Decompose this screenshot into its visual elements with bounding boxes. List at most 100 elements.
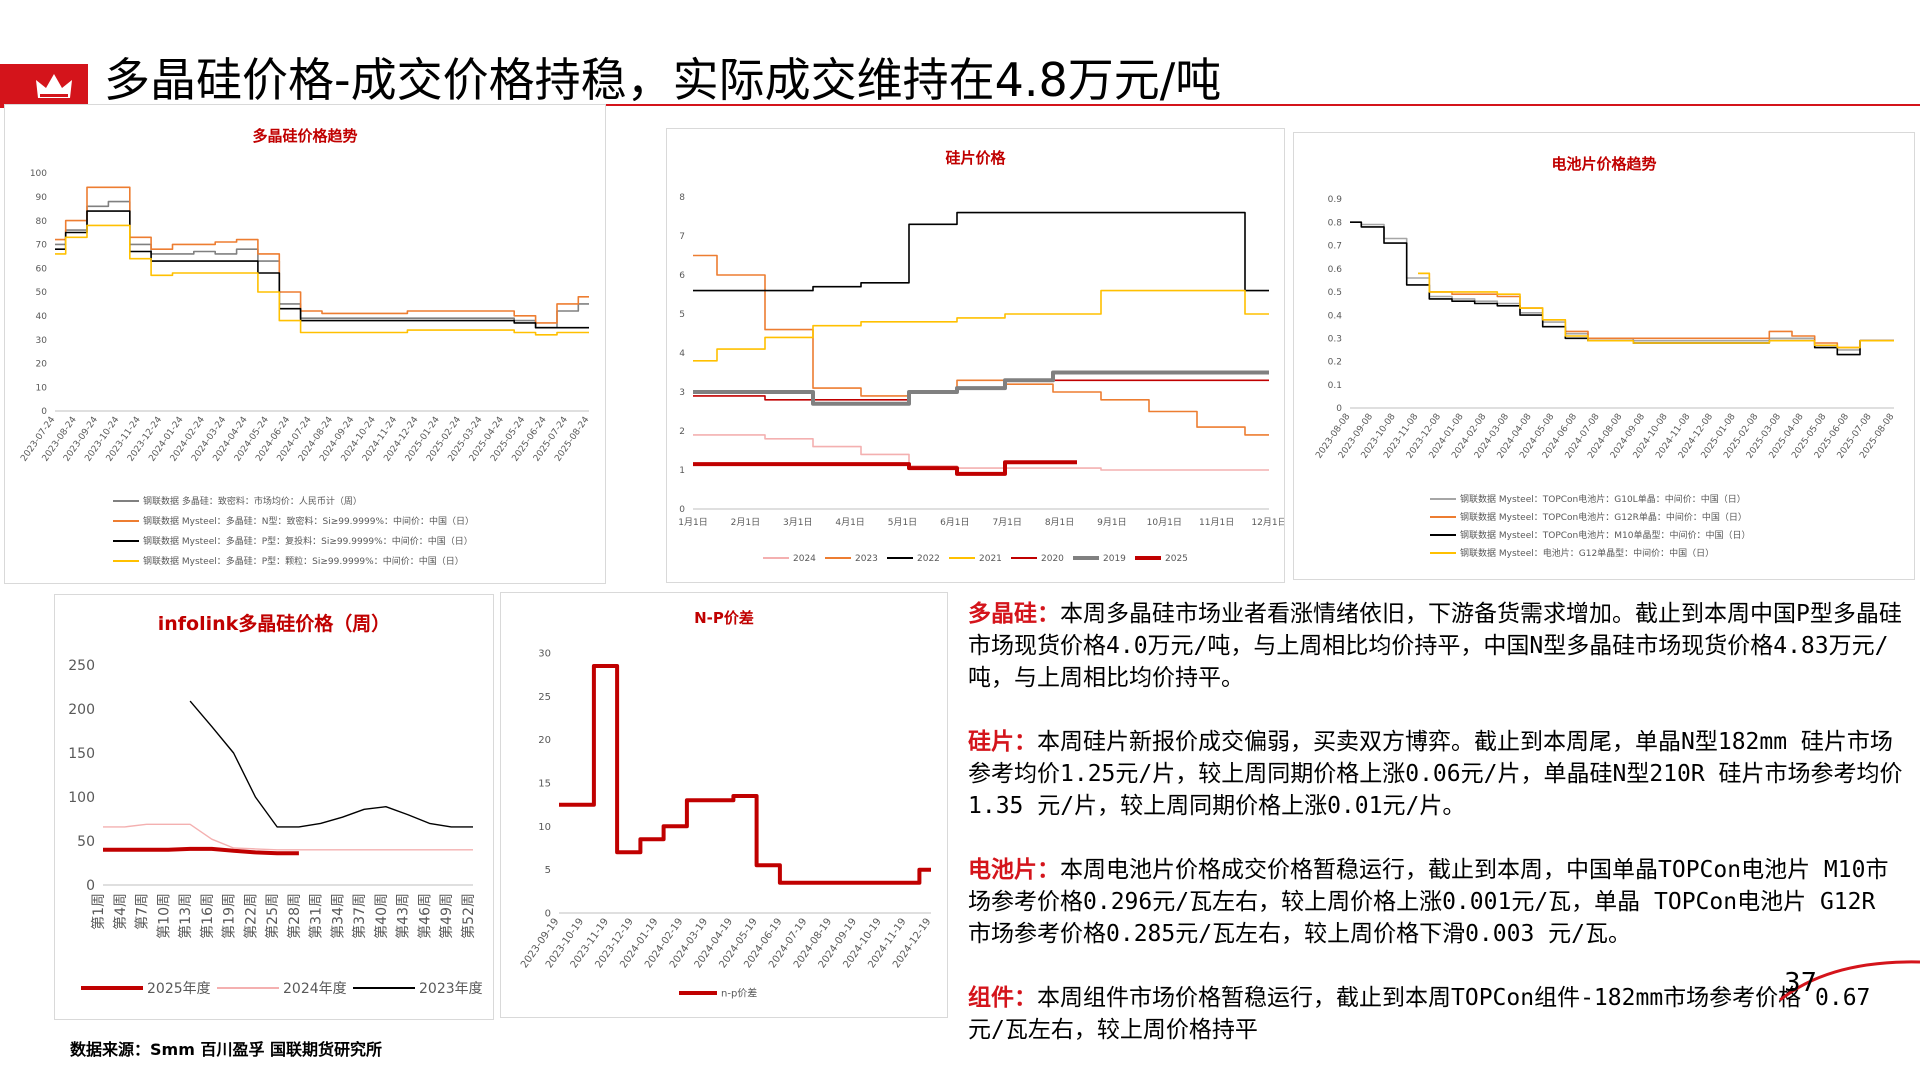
series-line xyxy=(559,664,931,885)
x-tick-label: 第1周 xyxy=(90,893,107,930)
legend-label: 2023年度 xyxy=(419,981,483,997)
series-line xyxy=(55,224,589,336)
header-rule xyxy=(0,104,1920,106)
commentary-label: 硅片： xyxy=(968,729,1037,755)
data-source-note: 数据来源：Smm 百川盈孚 国联期货研究所 xyxy=(70,1040,383,1059)
x-tick-label: 2月1日 xyxy=(731,517,760,528)
y-tick-label: 50 xyxy=(77,834,95,850)
y-tick-label: 5 xyxy=(545,865,551,876)
legend-label: 2020 xyxy=(1041,554,1064,564)
wafer-price-panel: 硅片价格 0 1 2 3 4 5 6 7 8 1月1日 2月1日 3月1日 4月1日 5月1日 6月1日 7月… xyxy=(666,128,1285,583)
commentary-text: 本周电池片价格成交价格暂稳运行，截止到本周，中国单晶TOPCon电池片 M10市… xyxy=(968,857,1889,947)
y-tick-label: 90 xyxy=(36,193,48,203)
y-tick-label: 250 xyxy=(68,658,95,674)
legend-label: 钢联数据 Mysteel：TOPCon电池片：G12R单晶：中间价：中国（日） xyxy=(1460,511,1747,523)
np-spread-chart: 0510152025302023-09-192023-10-192023-11-… xyxy=(519,649,933,1000)
y-tick-label: 200 xyxy=(68,702,95,718)
y-tick-label: 20 xyxy=(538,735,551,746)
y-tick-label: 0 xyxy=(679,505,685,515)
legend-label: 钢联数据 Mysteel：多晶硅：N型：致密料：Si≥99.9999%：中间价：… xyxy=(143,515,474,527)
commentary-label: 组件： xyxy=(968,985,1037,1011)
legend-label: 2019 xyxy=(1103,554,1126,564)
legend-label: 2024 xyxy=(793,554,816,564)
y-tick-label: 0 xyxy=(86,878,95,894)
x-tick-label: 8月1日 xyxy=(1045,517,1074,528)
x-tick-label: 12月1日 xyxy=(1251,517,1284,528)
commentary-module: 组件：本周组件市场价格暂稳运行，截止到本周TOPCon组件-182mm市场参考价… xyxy=(968,982,1908,1046)
x-tick-label: 第31周 xyxy=(308,893,325,939)
legend-label: 2025 xyxy=(1165,554,1188,564)
y-tick-label: 15 xyxy=(538,779,551,790)
infolink-polysilicon-chart: 0 50 100 150 200 250 第1周 第4周 第7周 第10周 第13周 第16周 第19周… xyxy=(68,658,483,997)
x-tick-label: 第13周 xyxy=(177,893,194,939)
x-tick-label: 9月1日 xyxy=(1097,517,1126,528)
legend-label: 2024年度 xyxy=(283,981,347,997)
x-tick-label: 第25周 xyxy=(264,893,281,939)
commentary-text: 本周多晶硅市场业者看涨情绪依旧，下游备货需求增加。截止到本周中国P型多晶硅市场现… xyxy=(968,601,1902,691)
y-tick-label: 0.8 xyxy=(1328,218,1343,228)
commentary-cell: 电池片：本周电池片价格成交价格暂稳运行，截止到本周，中国单晶TOPCon电池片 … xyxy=(968,854,1908,950)
x-tick-label: 第16周 xyxy=(199,893,216,939)
x-tick-label: 第10周 xyxy=(155,893,172,939)
y-tick-label: 0 xyxy=(545,909,551,920)
x-tick-label: 1月1日 xyxy=(678,517,707,528)
x-tick-label: 第40周 xyxy=(373,893,390,939)
y-tick-label: 2 xyxy=(679,427,685,437)
x-tick-label: 第34周 xyxy=(329,893,346,939)
x-tick-label: 第46周 xyxy=(416,893,433,939)
y-tick-label: 30 xyxy=(538,649,551,660)
y-tick-label: 4 xyxy=(679,349,685,359)
chart-title: infolink多晶硅价格（周） xyxy=(157,613,391,635)
polysilicon-price-trend-panel: 多晶硅价格趋势 0 10 20 30 40 50 60 70 80 90 100 2023-07-24… xyxy=(4,104,606,584)
y-tick-label: 100 xyxy=(30,169,47,179)
x-tick-label: 第49周 xyxy=(438,893,455,939)
series-line xyxy=(1350,221,1894,356)
cell-price-trend-panel: 电池片价格趋势 0 0.1 0.2 0.3 0.4 0.5 0.6 0.7 0.8 0.9 2023… xyxy=(1293,132,1915,580)
y-tick-label: 0.2 xyxy=(1328,358,1342,368)
y-tick-label: 10 xyxy=(36,383,48,393)
page-title: 多晶硅价格-成交价格持稳，实际成交维持在4.8万元/吨 xyxy=(104,53,1222,107)
y-tick-label: 5 xyxy=(679,310,685,320)
y-tick-label: 0.1 xyxy=(1328,381,1342,391)
legend-label: 2021 xyxy=(979,554,1002,564)
y-tick-label: 0.6 xyxy=(1328,265,1343,275)
legend-label: 2025年度 xyxy=(147,981,211,997)
chart-title: 电池片价格趋势 xyxy=(1551,155,1657,173)
y-tick-label: 7 xyxy=(679,232,685,242)
legend-label: 钢联数据 Mysteel：TOPCon电池片：G10L单晶：中间价：中国（日） xyxy=(1460,493,1746,505)
y-tick-label: 25 xyxy=(538,692,551,703)
y-tick-label: 10 xyxy=(538,822,551,833)
crown-icon xyxy=(36,74,72,98)
x-tick-label: 第43周 xyxy=(395,893,412,939)
x-tick-label: 第22周 xyxy=(242,893,259,939)
series-line xyxy=(103,846,299,856)
x-tick-label: 5月1日 xyxy=(888,517,917,528)
legend-label: 钢联数据 多晶硅：致密料：市场均价：人民币计（周） xyxy=(143,495,362,507)
chart-title: N-P价差 xyxy=(694,609,754,627)
x-tick-label: 第19周 xyxy=(221,893,238,939)
y-tick-label: 100 xyxy=(68,790,95,806)
commentary-wafer: 硅片：本周硅片新报价成交偏弱，买卖双方博弈。截止到本周尾，单晶N型182mm 硅… xyxy=(968,726,1908,822)
legend-label: 钢联数据 Mysteel：TOPCon电池片：M10单晶型：中间价：中国（日） xyxy=(1460,529,1750,541)
chart-title: 硅片价格 xyxy=(945,149,1006,167)
y-tick-label: 6 xyxy=(679,271,685,281)
x-tick-label: 11月1日 xyxy=(1199,517,1234,528)
x-tick-label: 3月1日 xyxy=(783,517,812,528)
y-tick-label: 1 xyxy=(679,466,685,476)
y-tick-label: 80 xyxy=(36,217,48,227)
page-corner-decoration xyxy=(1779,960,1920,1002)
y-tick-label: 0 xyxy=(41,407,47,417)
commentary-label: 多晶硅： xyxy=(968,601,1060,627)
polysilicon-price-trend-chart: 01020304050607080901002023-07-242023-08-… xyxy=(19,169,591,567)
series-line xyxy=(1418,272,1894,349)
y-tick-label: 0.9 xyxy=(1328,195,1343,205)
y-tick-label: 60 xyxy=(36,264,48,274)
commentary-text: 本周组件市场价格暂稳运行，截止到本周TOPCon组件-182mm市场参考价格 0… xyxy=(968,985,1871,1043)
series-line xyxy=(1418,272,1894,349)
y-tick-label: 0.4 xyxy=(1328,311,1343,321)
legend-label: 2023 xyxy=(855,554,878,564)
legend-label: n-p价差 xyxy=(721,987,757,1000)
x-tick-label: 第52周 xyxy=(460,893,477,939)
x-tick-label: 第37周 xyxy=(351,893,368,939)
infolink-polysilicon-panel: infolink多晶硅价格（周） 0 50 100 150 200 250 第1周 第4周 第7… xyxy=(54,594,494,1020)
